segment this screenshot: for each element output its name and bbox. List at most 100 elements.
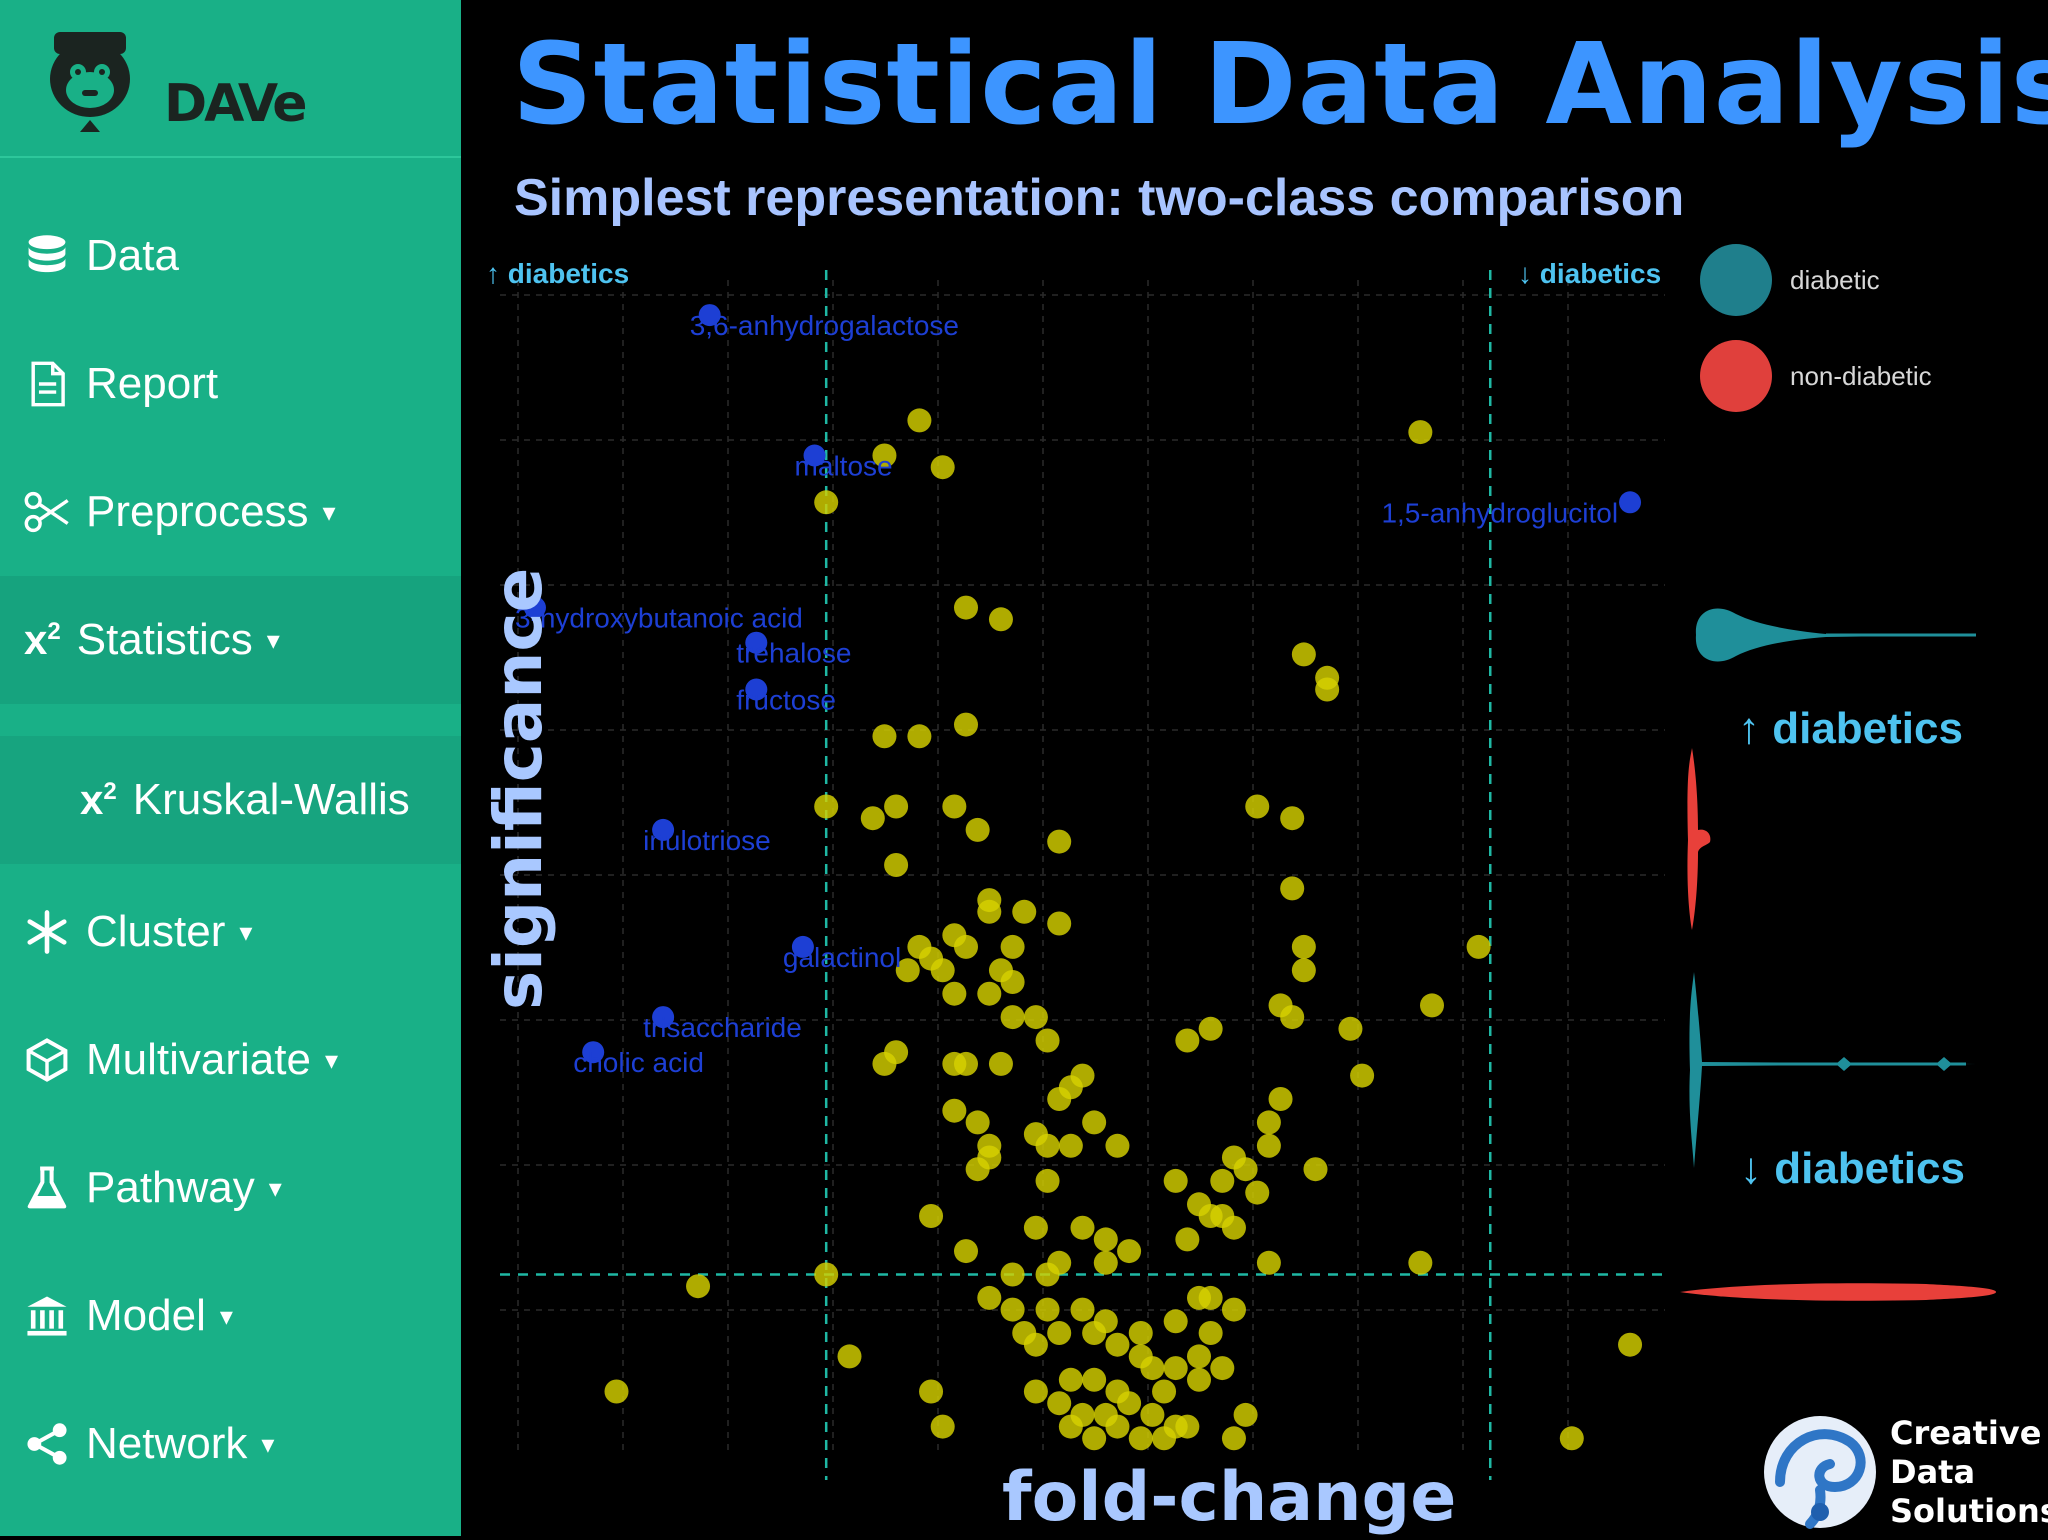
data-point (1618, 1332, 1643, 1357)
data-point (965, 817, 990, 842)
sidebar-item-multivariate[interactable]: Multivariate ▾ (0, 996, 461, 1124)
plot-corner-label-right: ↓ diabetics (1518, 258, 1662, 289)
point-label: maltose (795, 451, 893, 482)
sidebar-item-data[interactable]: Data (0, 192, 461, 320)
document-icon (24, 361, 70, 407)
sidebar-item-report[interactable]: Report (0, 320, 461, 448)
data-point (1093, 1250, 1118, 1275)
data-point (1047, 1391, 1072, 1416)
data-point (954, 934, 978, 959)
data-point (919, 1204, 944, 1228)
data-point (1187, 1344, 1211, 1369)
data-point (1163, 1356, 1188, 1381)
data-point (1303, 1157, 1328, 1182)
sidebar-item-label: Data (86, 231, 179, 280)
logo-text: DAVe (164, 74, 308, 134)
data-point (1082, 1110, 1107, 1135)
sidebar-item-label: Network (86, 1419, 248, 1468)
data-point (930, 455, 955, 480)
chevron-down-icon: ▾ (324, 1044, 339, 1075)
data-point (1210, 1168, 1235, 1193)
data-point (930, 958, 955, 983)
data-point (1408, 420, 1433, 445)
data-point (1000, 1262, 1025, 1287)
share-icon (24, 1421, 70, 1467)
data-point (1000, 934, 1025, 959)
labeled-data-point (523, 596, 546, 619)
data-point (907, 724, 932, 749)
sidebar-item-network[interactable]: Network ▾ (0, 1380, 461, 1508)
sidebar-item-cluster[interactable]: Cluster ▾ (0, 868, 461, 996)
data-point (1280, 1005, 1305, 1030)
labeled-data-point (791, 935, 814, 958)
labeled-data-point (652, 818, 675, 841)
data-point (1198, 1016, 1223, 1041)
labeled-data-point (745, 631, 768, 654)
data-point (1023, 1379, 1048, 1404)
data-point (942, 794, 967, 819)
sidebar-item-label: Model (86, 1291, 206, 1340)
scissors-icon (24, 489, 70, 535)
point-label: fructose (736, 685, 836, 716)
data-point (895, 958, 920, 983)
data-point (837, 1344, 862, 1369)
data-point (1117, 1391, 1142, 1416)
data-point (954, 595, 978, 620)
sidebar-item-preprocess[interactable]: Preprocess ▾ (0, 448, 461, 576)
point-label: trisaccharide (643, 1012, 802, 1043)
sidebar-item-statistics[interactable]: x2 Statistics ▾ (0, 576, 461, 704)
data-point (872, 443, 897, 468)
data-point (1047, 829, 1072, 854)
data-point (1023, 1005, 1048, 1030)
data-point (1105, 1414, 1130, 1439)
data-point (1221, 1297, 1246, 1322)
data-point (1128, 1426, 1153, 1451)
violin-red-bottom (1680, 1283, 1996, 1301)
dave-logo[interactable]: DAVe (40, 24, 308, 134)
sidebar: DAVe Data Report Preprocess ▾ x2 Statist… (0, 0, 461, 1536)
data-point (872, 1051, 897, 1076)
data-point (1466, 934, 1491, 959)
data-point (1082, 1321, 1107, 1345)
data-point (1035, 1028, 1060, 1053)
violin-teal-lower-bump (1936, 1057, 1952, 1071)
flask-icon (24, 1165, 70, 1211)
chevron-down-icon: ▾ (239, 916, 253, 947)
sidebar-item-label: Preprocess (86, 487, 309, 536)
data-point (1105, 1133, 1130, 1158)
data-point (930, 1414, 955, 1439)
data-point (907, 408, 932, 433)
cube-icon (24, 1037, 70, 1083)
data-point (954, 1239, 978, 1264)
data-point (1082, 1426, 1107, 1451)
data-point (1152, 1426, 1177, 1451)
data-point (977, 981, 1002, 1006)
plot-corner-label-left: ↑ diabetics (486, 258, 630, 289)
data-point (1105, 1332, 1130, 1357)
data-point (1245, 794, 1270, 819)
chevron-down-icon: ▾ (219, 1300, 233, 1331)
data-point (1315, 677, 1340, 702)
data-point (1000, 1005, 1025, 1030)
data-point (1350, 1063, 1375, 1088)
data-point (1035, 1297, 1060, 1322)
data-point (1058, 1367, 1083, 1392)
violin-red-upper (1687, 748, 1711, 930)
sidebar-divider (0, 156, 461, 158)
creative-data-solutions-logo (1764, 1416, 1876, 1529)
sidebar-subitem-kruskal-wallis[interactable]: x2 Kruskal-Wallis (0, 736, 461, 864)
sidebar-item-pathway[interactable]: Pathway ▾ (0, 1124, 461, 1252)
data-point (814, 490, 839, 515)
data-point (1198, 1321, 1223, 1345)
snowflake-icon (24, 909, 70, 955)
point-label: 1,5-anhydroglucitol (1381, 497, 1618, 528)
data-point (1280, 806, 1305, 831)
data-point (1175, 1414, 1200, 1439)
sidebar-item-model[interactable]: Model ▾ (0, 1252, 461, 1380)
data-point (1256, 1250, 1281, 1275)
violin-plots (1680, 608, 1996, 1301)
data-point (1291, 934, 1316, 959)
violin-teal-lower (1689, 972, 1976, 1168)
data-point (604, 1379, 629, 1404)
legend-label: diabetic (1790, 264, 1880, 295)
